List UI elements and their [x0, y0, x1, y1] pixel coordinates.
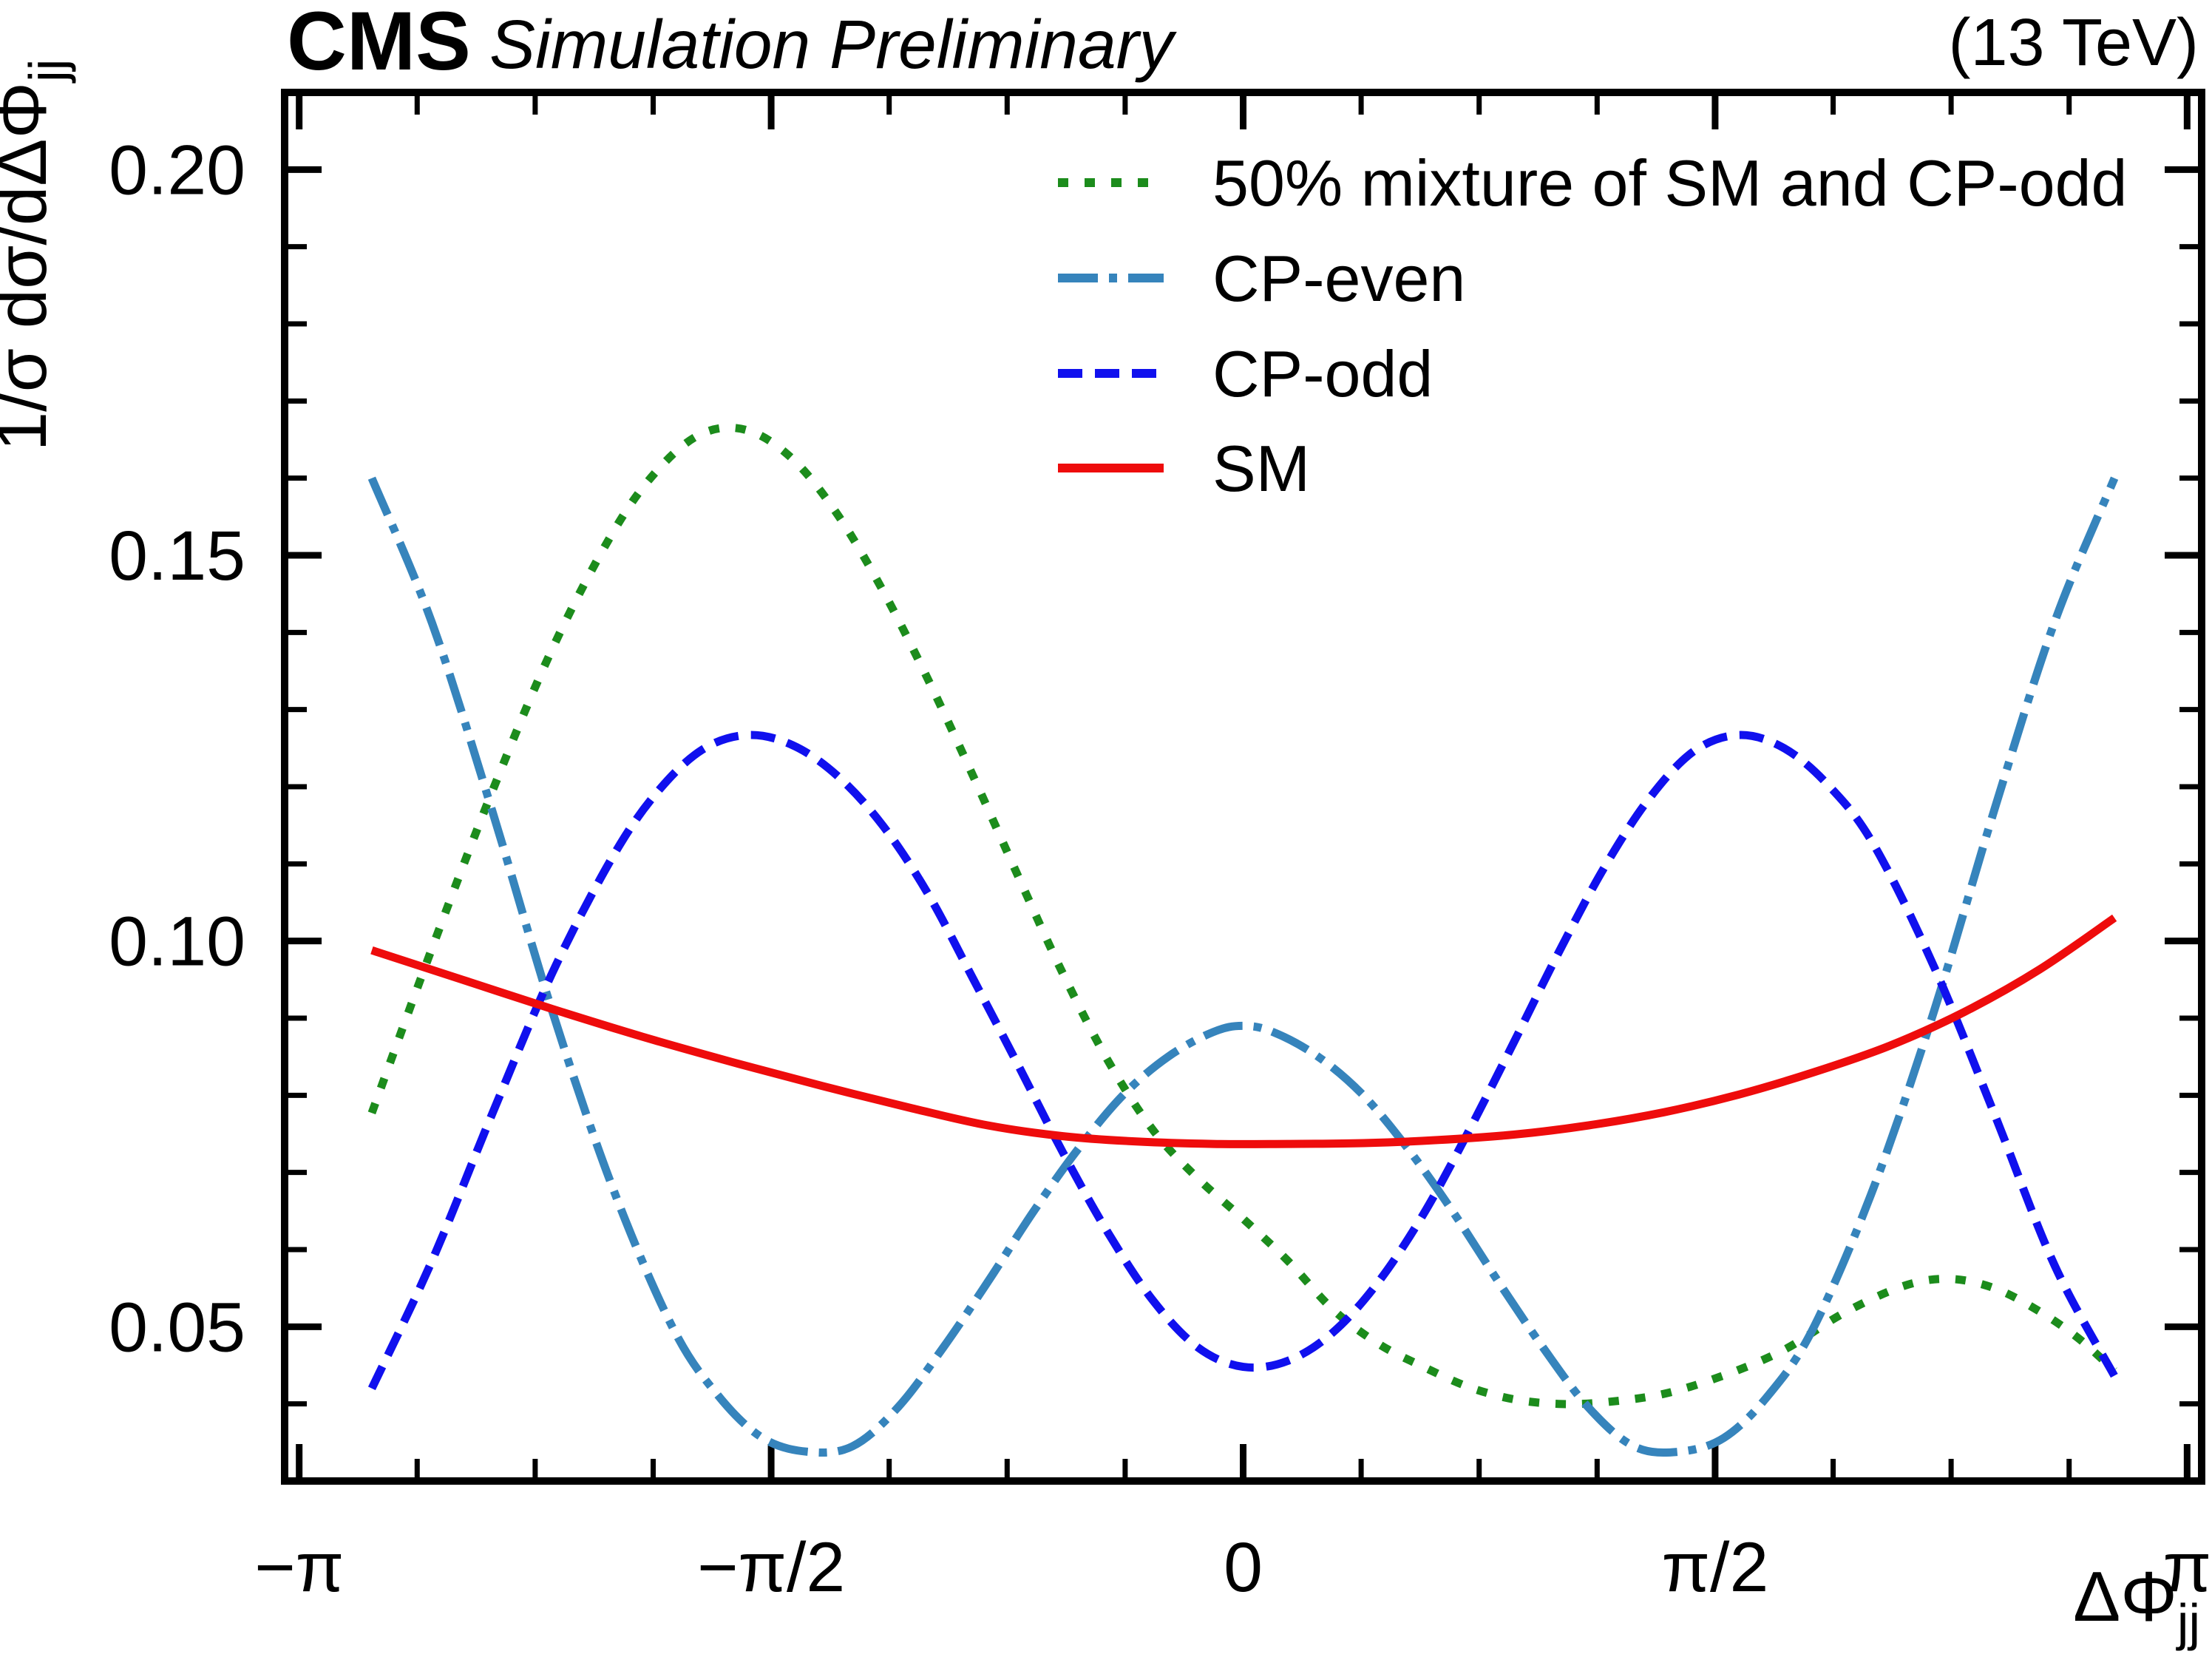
- legend: 50% mixture of SM and CP-odd CP-even CP-…: [1058, 146, 2127, 505]
- legend-label-cp-odd: CP-odd: [1212, 337, 1433, 410]
- curve-cp-even: [367, 476, 2119, 1457]
- y-tick-label: 0.20: [109, 131, 245, 209]
- curve-50-mixture-of-sm-and-cp-odd: [367, 423, 2117, 1409]
- energy-label: (13 TeV): [1948, 6, 2199, 80]
- curve-sm: [370, 914, 2117, 1148]
- x-tick-label: 0: [1224, 1528, 1263, 1607]
- x-tick-label: π/2: [1662, 1528, 1769, 1607]
- y-tick-label: 0.05: [109, 1288, 245, 1366]
- x-tick-label: −π/2: [697, 1528, 845, 1607]
- y-tick-label: 0.10: [109, 903, 245, 981]
- curve-cp-odd: [367, 731, 2118, 1391]
- simulation-preliminary-label: Simulation Preliminary: [489, 6, 1178, 83]
- y-tick-label: 0.15: [109, 517, 245, 595]
- legend-label-sm: SM: [1212, 432, 1310, 505]
- x-tick-label: −π: [254, 1528, 344, 1607]
- legend-label-mixture: 50% mixture of SM and CP-odd: [1212, 146, 2127, 220]
- y-axis-title-subscript: jj: [18, 59, 76, 84]
- axes: −π −π/2 0 π/2 π 0.05 0.10 0.15 0.20: [109, 89, 2212, 1607]
- legend-label-cp-even: CP-even: [1212, 242, 1465, 315]
- y-axis-title: 1/σ dσ/dΔΦjj: [0, 59, 76, 452]
- x-axis-title-subscript: jj: [2176, 1593, 2200, 1651]
- x-tick-label: π: [2163, 1528, 2212, 1607]
- experiment-label: CMS: [287, 0, 471, 87]
- x-axis-title: ΔΦjj: [2073, 1557, 2200, 1651]
- curves: [367, 423, 2119, 1457]
